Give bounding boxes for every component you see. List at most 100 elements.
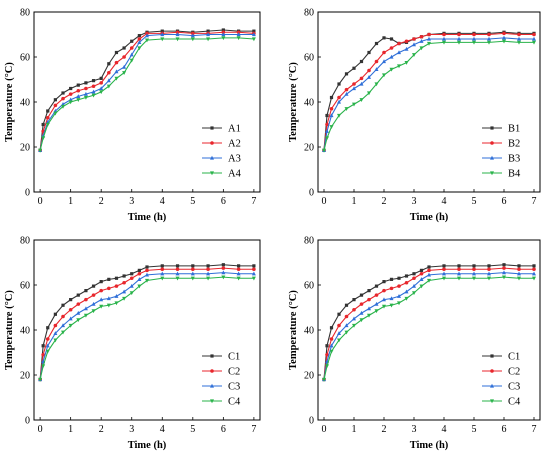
data-point-C2 (329, 337, 334, 341)
y-tick-label: 60 (304, 281, 314, 292)
legend-label-B1: B1 (508, 124, 520, 135)
data-point-B3 (337, 99, 341, 104)
data-point-C4 (41, 364, 46, 369)
data-point-B4 (325, 136, 329, 141)
data-point-B1 (325, 113, 329, 118)
data-point-C1 (329, 326, 334, 330)
data-point-A4 (190, 37, 195, 42)
data-point-B3 (472, 36, 476, 41)
data-point-C3 (137, 277, 142, 281)
legend-label-C2: C2 (508, 367, 520, 378)
data-point-A1 (107, 62, 111, 66)
data-point-B1 (367, 50, 371, 55)
y-tick-label: 0 (25, 416, 30, 427)
x-axis-label: Time (h) (128, 440, 167, 451)
series-line-A3 (39, 33, 254, 151)
data-point-C1 (53, 312, 57, 316)
data-point-C4 (91, 309, 96, 314)
series-C2 (38, 266, 256, 382)
data-point-C2 (68, 307, 73, 312)
data-point-A4 (114, 76, 119, 81)
x-tick-label: 0 (322, 424, 327, 435)
series-line-A2 (39, 31, 254, 151)
data-point-C4 (145, 278, 149, 283)
data-point-C4 (397, 301, 401, 306)
legend: C1 C2 C3 C4 (202, 352, 241, 408)
data-point-C2 (382, 288, 386, 293)
y-tick-label: 20 (304, 143, 314, 154)
data-point-B4 (329, 125, 334, 129)
data-point-B4 (412, 53, 416, 57)
data-point-C2 (145, 268, 149, 273)
y-tick-label: 0 (25, 188, 30, 199)
legend-marker-B2 (490, 141, 494, 145)
data-point-C2 (532, 267, 536, 272)
data-point-A2 (236, 30, 241, 35)
data-point-B3 (359, 81, 364, 86)
data-point-C3 (397, 294, 401, 298)
data-point-C3 (76, 310, 81, 315)
series-A1 (38, 28, 256, 152)
legend-marker-A3 (210, 155, 214, 160)
data-point-C2 (114, 284, 119, 288)
series-C4 (38, 275, 256, 382)
data-point-B1 (374, 41, 379, 46)
data-point-B4 (517, 40, 521, 45)
data-point-C3 (45, 343, 50, 348)
x-axis-label: Time (h) (410, 212, 449, 223)
data-point-A4 (83, 95, 88, 100)
data-point-C1 (107, 277, 111, 281)
data-point-A3 (76, 94, 81, 98)
data-point-C2 (236, 267, 241, 272)
data-point-B2 (367, 68, 371, 73)
legend-marker-A2 (210, 141, 214, 145)
series-C3 (38, 270, 256, 382)
data-point-B2 (344, 87, 349, 92)
y-axis-label: Temperature (°C) (288, 290, 299, 370)
data-point-A3 (114, 69, 119, 74)
legend-marker-C3 (210, 383, 214, 388)
x-tick-label: 0 (38, 196, 43, 207)
data-point-B4 (397, 64, 401, 69)
data-point-C3 (61, 323, 66, 328)
data-point-A1 (69, 86, 73, 91)
data-point-C2 (160, 267, 165, 272)
chart-panel-bottom-right: 0 1 2 3 4 5 6 7 0 20 40 60 80 Time (h) Temperature (°C… (288, 236, 541, 451)
data-point-A4 (206, 37, 211, 42)
data-point-C1 (130, 272, 134, 276)
y-tick-label: 0 (309, 416, 314, 427)
legend-marker-C1 (490, 354, 494, 358)
x-tick-label: 4 (442, 196, 447, 207)
data-point-C1 (532, 264, 536, 268)
x-tick-label: 1 (352, 196, 357, 207)
y-tick-label: 60 (20, 53, 30, 64)
data-point-C2 (419, 271, 424, 276)
y-tick-label: 40 (20, 326, 30, 337)
data-point-C4 (160, 276, 165, 281)
x-tick-label: 7 (532, 196, 537, 207)
data-point-C2 (337, 323, 341, 328)
data-point-B3 (382, 59, 386, 64)
data-point-A4 (175, 37, 180, 42)
data-point-A1 (137, 34, 141, 38)
data-point-A2 (137, 37, 142, 41)
data-point-C3 (502, 270, 506, 275)
legend-marker-C4 (490, 399, 494, 404)
x-tick-label: 7 (251, 424, 256, 435)
data-point-C2 (99, 288, 103, 293)
data-point-C3 (442, 271, 446, 276)
data-point-B1 (337, 82, 341, 86)
legend: C1 C2 C3 C4 (482, 352, 521, 408)
data-point-C2 (397, 284, 401, 288)
data-point-B2 (442, 32, 446, 37)
data-point-A1 (252, 29, 256, 33)
chart-panel-top-right: 0 1 2 3 4 5 6 7 0 20 40 60 80 Time (h) Temperature (°C… (288, 8, 541, 223)
data-point-C3 (457, 271, 461, 276)
data-point-C4 (367, 313, 371, 318)
data-point-C1 (389, 277, 394, 281)
legend-marker-A1 (210, 126, 214, 130)
legend-label-B4: B4 (508, 169, 521, 180)
data-point-B3 (344, 91, 349, 96)
data-point-C3 (367, 306, 371, 311)
data-point-C4 (532, 276, 536, 281)
